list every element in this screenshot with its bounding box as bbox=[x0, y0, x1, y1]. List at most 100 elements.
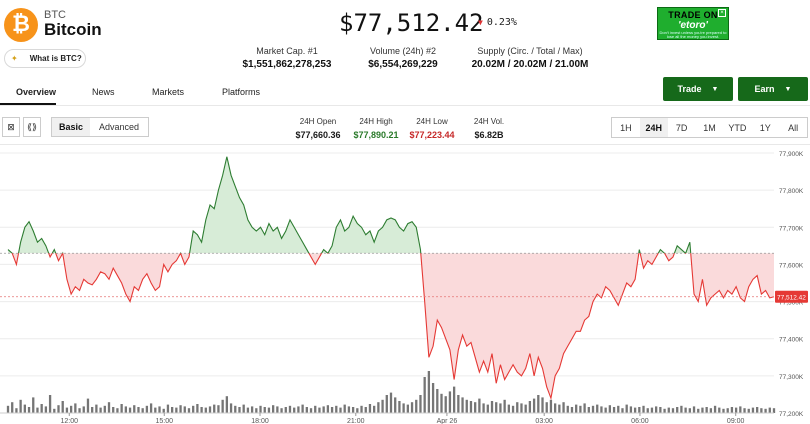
volume-bar bbox=[82, 406, 85, 413]
volume-bar bbox=[528, 401, 532, 413]
volume-bar bbox=[57, 405, 60, 413]
volume-bar bbox=[27, 407, 31, 413]
ad-line-2: 'etoro' bbox=[678, 20, 708, 31]
volume-bar bbox=[213, 404, 216, 413]
volume-bar bbox=[621, 408, 624, 413]
volume-bar bbox=[229, 403, 233, 413]
range-1m-button[interactable]: 1M bbox=[703, 122, 716, 133]
volume-bar bbox=[756, 407, 759, 413]
ohl-high: 24H High $77,890.21 bbox=[349, 117, 403, 140]
y-tick-label: 77,900K bbox=[779, 151, 804, 158]
time-range-selector[interactable]: 1H 24H 7D 1M YTD 1Y All bbox=[611, 117, 808, 138]
volume-bar bbox=[768, 407, 771, 413]
ohl-label: 24H High bbox=[359, 117, 393, 126]
chevron-down-icon: ▼ bbox=[711, 85, 719, 93]
volume-bar bbox=[726, 408, 729, 413]
x-tick-label: 03:00 bbox=[535, 418, 553, 424]
y-tick-label: 77,700K bbox=[779, 225, 804, 232]
volume-bar bbox=[709, 408, 713, 413]
chart-type-icon[interactable]: ⊠ bbox=[2, 117, 20, 137]
tab-overview[interactable]: Overview bbox=[16, 87, 57, 97]
volume-bar bbox=[507, 404, 510, 413]
chart-mode-toggle[interactable]: Basic Advanced bbox=[51, 117, 149, 137]
volume-bar bbox=[74, 403, 77, 413]
basic-mode-button[interactable]: Basic bbox=[52, 118, 90, 136]
stat-value: 20.02M / 20.02M / 21.00M bbox=[471, 59, 589, 70]
coin-symbol: BTC bbox=[44, 9, 66, 21]
volume-bar bbox=[36, 407, 39, 413]
ohl-label: 24H Low bbox=[416, 117, 448, 126]
ad-info-icon[interactable]: × bbox=[718, 9, 726, 17]
stat-value: $1,551,862,278,253 bbox=[242, 59, 332, 70]
volume-bar bbox=[431, 383, 435, 413]
volume-bar bbox=[410, 402, 414, 413]
volume-bar bbox=[722, 408, 725, 413]
tab-markets[interactable]: Markets bbox=[152, 87, 185, 97]
etoro-ad-banner[interactable]: × TRADE ON 'etoro' Don't invest unless y… bbox=[657, 7, 729, 40]
y-tick-label: 77,800K bbox=[779, 188, 804, 195]
volume-bar bbox=[608, 405, 612, 413]
volume-bar bbox=[415, 399, 418, 413]
range-ytd-button[interactable]: YTD bbox=[728, 122, 747, 133]
y-tick-label: 77,300K bbox=[779, 374, 804, 381]
volume-bar bbox=[646, 408, 649, 413]
what-is-btc-label: What is BTC? bbox=[29, 54, 82, 63]
volume-bar bbox=[671, 408, 675, 413]
range-24h-button[interactable]: 24H bbox=[639, 118, 668, 137]
volume-bar bbox=[23, 404, 26, 413]
volume-bar bbox=[739, 406, 742, 413]
volume-bar bbox=[713, 405, 717, 413]
range-all-button[interactable]: All bbox=[788, 122, 799, 133]
advanced-mode-button[interactable]: Advanced bbox=[98, 122, 140, 132]
volume-bar bbox=[166, 404, 170, 413]
trade-button[interactable]: Trade ▼ bbox=[663, 77, 733, 101]
volume-bar bbox=[541, 397, 544, 413]
volume-bar bbox=[545, 402, 548, 413]
volume-bar bbox=[170, 407, 174, 413]
volume-bar bbox=[44, 406, 48, 413]
ohl-value: $6.82B bbox=[474, 130, 504, 140]
down-arrow-icon: ▼ bbox=[478, 18, 483, 27]
volume-bar bbox=[137, 407, 140, 413]
tab-news[interactable]: News bbox=[92, 87, 115, 97]
compare-icon[interactable]: ⟪⟫ bbox=[23, 117, 41, 137]
y-tick-label: 77,600K bbox=[779, 262, 804, 269]
x-tick-label: 09:00 bbox=[727, 418, 745, 424]
range-1y-button[interactable]: 1Y bbox=[759, 122, 771, 133]
volume-bar bbox=[633, 407, 637, 413]
volume-bar bbox=[225, 396, 229, 413]
volume-bar bbox=[747, 408, 750, 413]
volume-bar bbox=[423, 377, 426, 413]
volume-bar bbox=[145, 405, 149, 413]
current-price-tag bbox=[775, 290, 808, 303]
volume-bar bbox=[314, 405, 317, 413]
volume-bar bbox=[448, 391, 452, 413]
volume-bar bbox=[19, 399, 22, 413]
volume-bar bbox=[141, 408, 144, 413]
price-change-value: 0.23% bbox=[486, 17, 517, 28]
volume-bar bbox=[503, 399, 506, 413]
earn-button[interactable]: Earn ▼ bbox=[738, 77, 808, 101]
range-1h-button[interactable]: 1H bbox=[620, 122, 632, 133]
volume-bar bbox=[343, 404, 346, 413]
ohl-value: $77,223.44 bbox=[409, 130, 455, 140]
y-tick-label: 77,200K bbox=[779, 411, 804, 418]
price-chart[interactable]: 77,200K 77,300K 77,400K 77,500K 77,600K 77,70… bbox=[0, 145, 810, 424]
volume-bar bbox=[520, 403, 523, 413]
what-is-btc-button[interactable]: ✦ What is BTC? bbox=[4, 49, 86, 68]
volume-bar bbox=[604, 407, 607, 413]
volume-bar bbox=[124, 406, 127, 413]
range-7d-button[interactable]: 7D bbox=[675, 122, 688, 133]
volume-bar bbox=[149, 403, 153, 413]
volume-bar bbox=[751, 407, 755, 413]
volume-bar bbox=[570, 407, 574, 413]
tab-divider bbox=[0, 105, 810, 106]
volume-bar bbox=[221, 399, 224, 413]
volume-bar bbox=[676, 407, 679, 413]
volume-bar bbox=[259, 405, 262, 413]
tab-platforms[interactable]: Platforms bbox=[222, 87, 261, 97]
volume-bar bbox=[532, 398, 536, 413]
price-change: ▼ 0.23% bbox=[478, 17, 517, 28]
coin-name: Bitcoin bbox=[44, 20, 102, 39]
volume-bar bbox=[78, 408, 81, 413]
